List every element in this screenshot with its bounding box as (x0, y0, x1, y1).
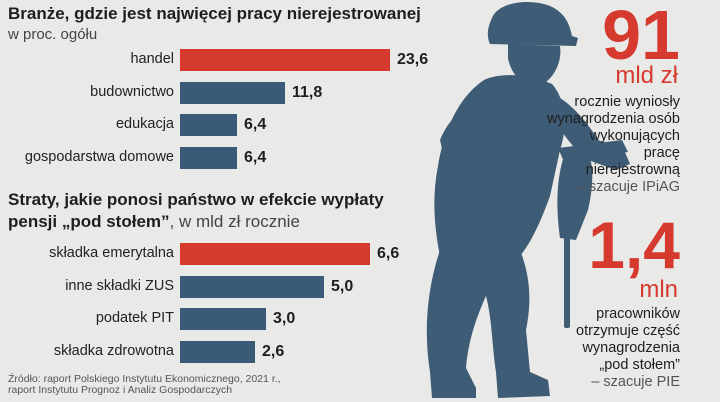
chart2-bar (180, 243, 370, 265)
chart2-category-label: składka zdrowotna (53, 343, 174, 359)
chart2-bar (180, 276, 324, 298)
stat2-source: – szacuje PIE (591, 374, 680, 390)
chart2-title-line1: Straty, jakie ponosi państwo w efekcie w… (8, 190, 384, 209)
chart1-value-label: 23,6 (397, 51, 429, 68)
source-line2: raport Instytutu Prognoz i Analiz Gospod… (8, 384, 233, 396)
stat1-line: wykonujących (589, 128, 680, 144)
stat1-line: pracę (643, 145, 680, 161)
chart1-value-label: 6,4 (244, 149, 267, 166)
source-note: Źródło: raport Polskiego Instytutu Ekono… (8, 374, 281, 396)
stat1-description: rocznie wyniosły wynagrodzenia osób wyko… (547, 94, 680, 196)
chart2-bar (180, 341, 255, 363)
chart1-category-label: handel (130, 51, 174, 67)
stat2-line: otrzymuje część (576, 323, 680, 339)
chart2-value-label: 3,0 (273, 310, 296, 327)
stat2-line: wynagrodzenia (582, 340, 680, 356)
stat1-source: – szacuje IPiAG (576, 179, 680, 195)
chart1-bar (180, 49, 390, 71)
chart1-title: Branże, gdzie jest najwięcej pracy niere… (8, 4, 421, 23)
chart1-bar (180, 147, 237, 169)
stat2-line: „pod stołem” (599, 357, 680, 373)
stat1-number: 91 (602, 0, 680, 74)
chart2-category-label: podatek PIT (95, 310, 174, 326)
chart1-value-label: 11,8 (292, 84, 323, 101)
stat2-unit: mln (639, 276, 678, 303)
worker-silhouette-illustration (426, 2, 630, 398)
source-line1: Źródło: raport Polskiego Instytutu Ekono… (8, 373, 281, 385)
stat1-line: nierejestrowną (585, 162, 680, 178)
stat2-number: 1,4 (588, 208, 680, 282)
chart1-category-label: edukacja (115, 116, 174, 132)
chart2-value-label: 5,0 (331, 278, 354, 295)
chart2-category-label: składka emerytalna (49, 245, 174, 261)
chart1-value-label: 6,4 (244, 116, 267, 133)
chart2-bar (180, 308, 266, 330)
chart2-category-label: inne składki ZUS (65, 278, 174, 294)
chart2-title-unit: , w mld zł rocznie (169, 212, 300, 231)
chart2-title-bold: pensji „pod stołem” (8, 212, 170, 231)
stat2-description: pracowników otrzymuje część wynagrodzeni… (576, 306, 680, 391)
chart1-subtitle: w proc. ogółu (8, 26, 98, 43)
chart1-bar (180, 114, 237, 136)
chart1-category-label: gospodarstwa domowe (24, 149, 174, 165)
chart2-title-line2: pensji „pod stołem”, w mld zł rocznie (8, 212, 300, 232)
chart2-value-label: 6,6 (377, 245, 400, 262)
stat1-line: wynagrodzenia osób (546, 111, 680, 127)
chart1-bar (180, 82, 285, 104)
stat1-unit: mld zł (615, 62, 678, 89)
chart1-category-label: budownictwo (90, 84, 174, 100)
stat1-line: rocznie wyniosły (574, 94, 680, 110)
stat2-line: pracowników (596, 306, 680, 322)
chart2-value-label: 2,6 (262, 343, 285, 360)
